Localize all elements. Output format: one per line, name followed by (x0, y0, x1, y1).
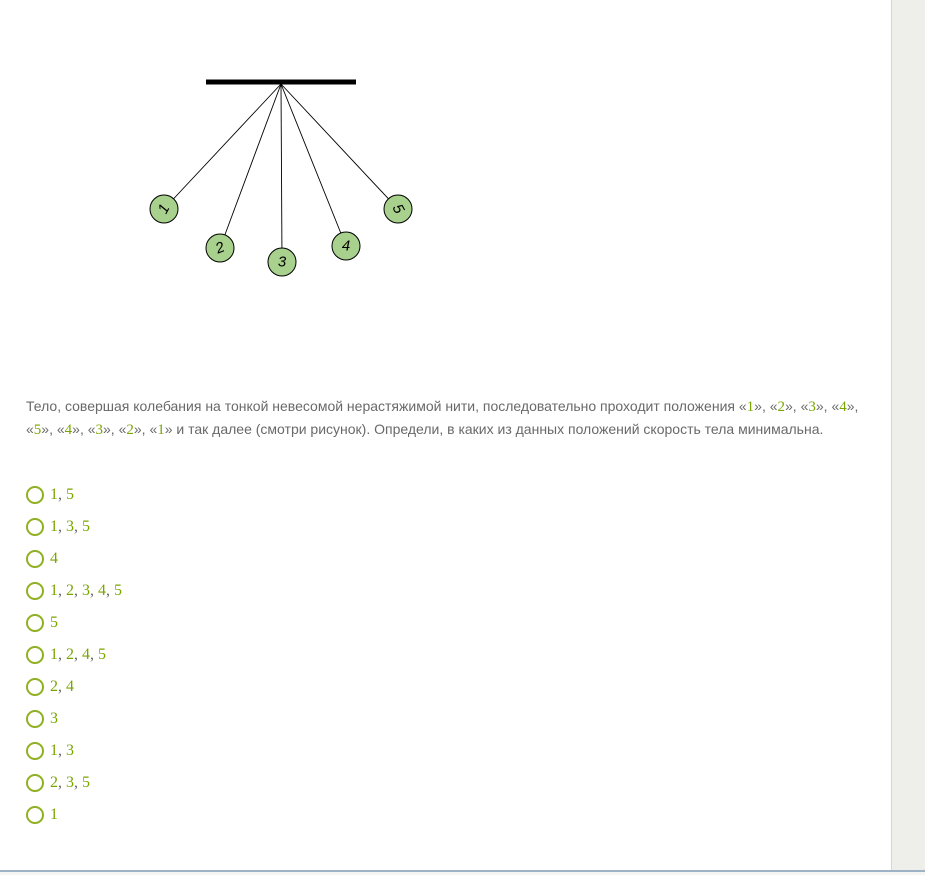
option-8[interactable]: 3 (26, 710, 865, 728)
option-label: 1, 2, 4, 5 (50, 646, 106, 664)
options-list: 1, 5 1, 3, 5 4 1, 2, 3, 4, 5 5 1, 2, 4, 5 2, 4… (26, 486, 865, 824)
option-label: 3 (50, 710, 58, 728)
option-label: 1, 3, 5 (50, 518, 90, 536)
option-label: 4 (50, 550, 58, 568)
radio-icon[interactable] (26, 646, 44, 664)
option-label: 2, 4 (50, 678, 74, 696)
radio-icon[interactable] (26, 518, 44, 536)
radio-icon[interactable] (26, 806, 44, 824)
option-2[interactable]: 1, 3, 5 (26, 518, 865, 536)
question-text: Тело, совершая колебания на тонкой невес… (26, 395, 865, 441)
svg-text:4: 4 (342, 238, 350, 255)
option-9[interactable]: 1, 3 (26, 742, 865, 760)
option-5[interactable]: 5 (26, 614, 865, 632)
option-label: 2, 3, 5 (50, 774, 90, 792)
option-label: 5 (50, 614, 58, 632)
scroll-gutter (892, 0, 925, 870)
option-label: 1, 2, 3, 4, 5 (50, 582, 122, 600)
pendulum-diagram: 12345 (26, 0, 865, 295)
option-1[interactable]: 1, 5 (26, 486, 865, 504)
option-7[interactable]: 2, 4 (26, 678, 865, 696)
option-label: 1, 5 (50, 486, 74, 504)
radio-icon[interactable] (26, 710, 44, 728)
radio-icon[interactable] (26, 582, 44, 600)
radio-icon[interactable] (26, 614, 44, 632)
radio-icon[interactable] (26, 742, 44, 760)
content-column: 12345 Тело, совершая колебания на тонкой… (0, 0, 891, 870)
option-label: 1, 3 (50, 742, 74, 760)
option-3[interactable]: 4 (26, 550, 865, 568)
radio-icon[interactable] (26, 678, 44, 696)
bottom-rule (0, 870, 925, 872)
pendulum-svg: 12345 (26, 10, 546, 295)
option-4[interactable]: 1, 2, 3, 4, 5 (26, 582, 865, 600)
radio-icon[interactable] (26, 550, 44, 568)
viewport: 12345 Тело, совершая колебания на тонкой… (0, 0, 925, 875)
option-11[interactable]: 1 (26, 806, 865, 824)
svg-text:3: 3 (278, 254, 287, 271)
option-6[interactable]: 1, 2, 4, 5 (26, 646, 865, 664)
radio-icon[interactable] (26, 486, 44, 504)
option-label: 1 (50, 806, 58, 824)
radio-icon[interactable] (26, 774, 44, 792)
option-10[interactable]: 2, 3, 5 (26, 774, 865, 792)
